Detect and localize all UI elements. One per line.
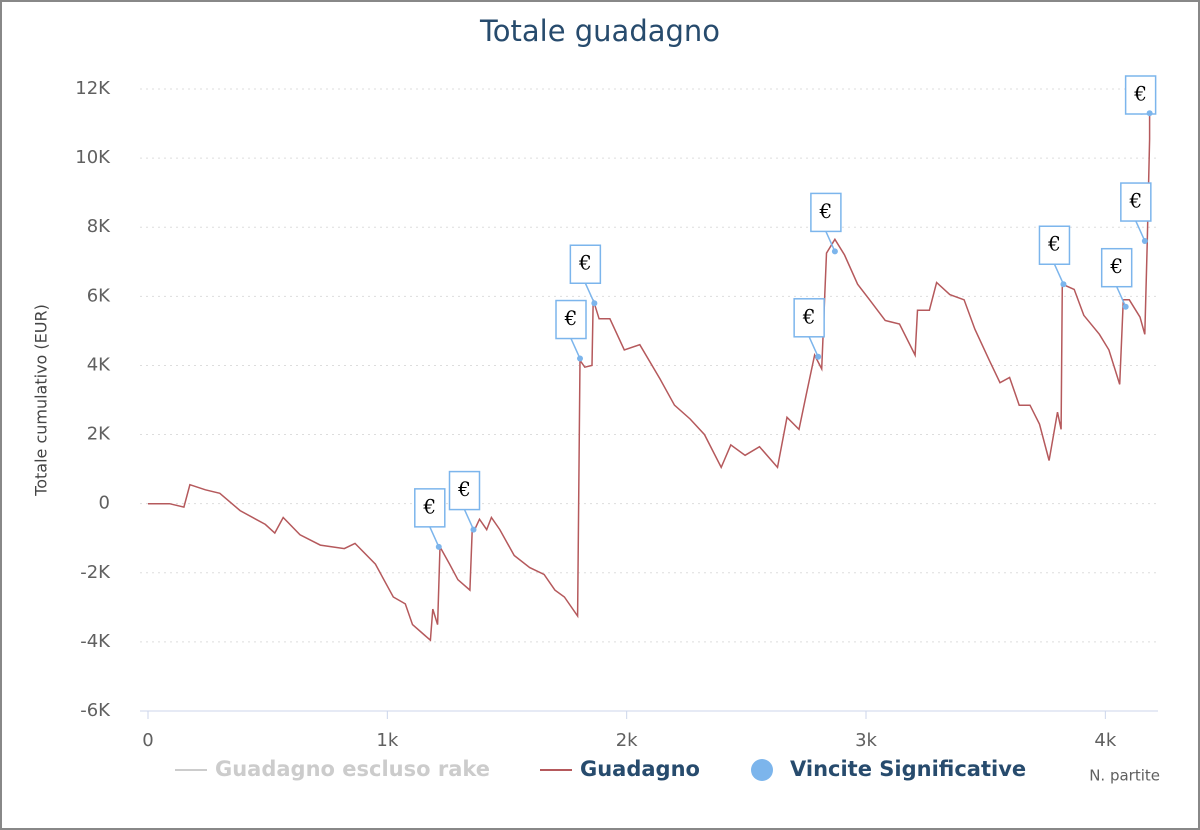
flag-connector	[825, 231, 836, 252]
flag-label: €	[1133, 82, 1147, 106]
point	[591, 300, 598, 307]
flag-label: €	[802, 304, 816, 328]
flag-box	[1120, 182, 1152, 222]
flag-label: €	[819, 199, 833, 223]
y-tick-label: 2K	[87, 424, 111, 445]
flag-box	[555, 299, 587, 340]
flag-connector	[1053, 263, 1065, 285]
point	[435, 543, 442, 550]
flag-box	[1100, 247, 1133, 288]
x-tick-label: 4k	[1094, 730, 1116, 751]
flag-label: €	[1047, 232, 1061, 256]
flag-connector	[463, 509, 475, 530]
flag-label: €	[1109, 254, 1123, 278]
point	[815, 353, 822, 360]
point	[1141, 238, 1148, 245]
flag-connector	[584, 282, 596, 304]
flag-label: €	[564, 306, 578, 330]
flag-connector	[1135, 220, 1146, 242]
line	[148, 111, 1151, 642]
point	[1146, 110, 1153, 117]
legend-symbol	[751, 759, 773, 781]
legend-label[interactable]: Vincite Significative	[790, 757, 1026, 781]
chart-title: Totale guadagno	[479, 14, 720, 48]
x-tick-label: 3k	[855, 730, 877, 751]
point	[1060, 281, 1067, 288]
y-tick-label: -4K	[80, 631, 111, 652]
flag-box	[448, 470, 481, 511]
y-tick-label: 8K	[87, 216, 111, 237]
x-tick-label: 2k	[616, 730, 638, 751]
flag-connector	[429, 526, 440, 548]
flag-connector	[570, 338, 581, 359]
flag-label: €	[422, 494, 436, 518]
y-tick-label: -2K	[80, 562, 111, 583]
flag-connector	[808, 336, 819, 358]
flag-label: €	[1128, 189, 1142, 213]
y-tick-label: 4K	[87, 354, 111, 375]
flag-box	[569, 244, 602, 284]
flag-box	[1124, 75, 1157, 115]
x-tick-label: 1k	[376, 730, 398, 751]
point	[1122, 303, 1129, 310]
legend-label[interactable]: Guadagno escluso rake	[215, 757, 490, 781]
flag-label: €	[457, 477, 471, 501]
x-tick-label: 0	[142, 730, 153, 751]
x-axis-title: N. partite	[1089, 767, 1160, 785]
flag-label: €	[578, 251, 592, 275]
flag-box	[414, 488, 446, 528]
flag-box	[1038, 225, 1071, 265]
flag-box	[810, 192, 842, 233]
y-tick-label: 6K	[87, 285, 111, 306]
point	[577, 355, 584, 362]
y-tick-label: 10K	[75, 147, 111, 168]
flag-connector	[1116, 286, 1127, 308]
flag-box	[793, 298, 825, 338]
y-tick-label: 12K	[75, 78, 111, 99]
y-tick-label: 0	[99, 493, 110, 514]
point	[470, 526, 477, 533]
legend-label[interactable]: Guadagno	[580, 757, 700, 781]
point	[831, 248, 838, 255]
y-tick-label: -6K	[80, 700, 111, 721]
y-axis-title: Totale cumulativo (EUR)	[32, 304, 51, 497]
